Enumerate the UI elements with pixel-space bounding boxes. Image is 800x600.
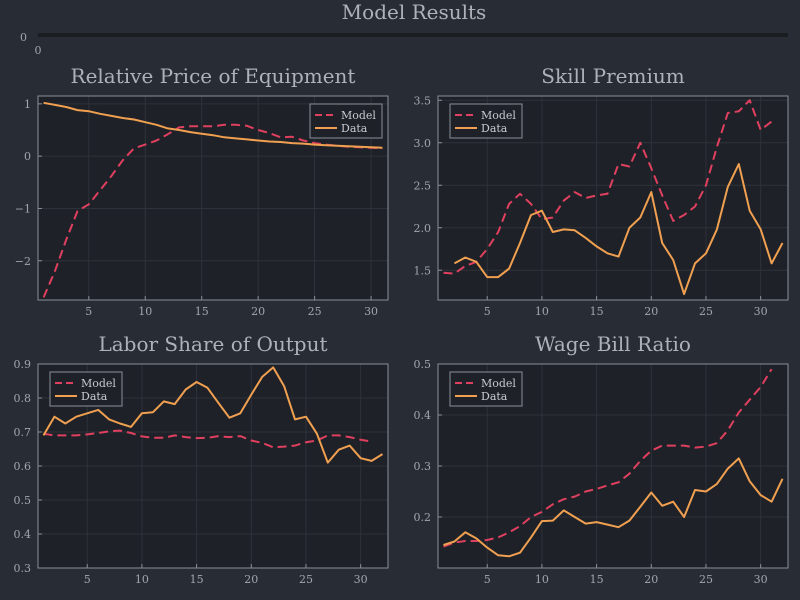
skill-premium-ytick-label: 1.5 (414, 264, 432, 277)
skill-premium-legend-box (449, 103, 523, 139)
relative-price-of-equipment-xtick-label: 20 (251, 305, 265, 318)
relative-price-of-equipment-legend-label-model: Model (341, 109, 376, 122)
wage-bill-ratio-legend-label-model: Model (481, 377, 516, 390)
relative-price-of-equipment-xtick-label: 30 (364, 305, 378, 318)
wage-bill-ratio-xtick-label: 20 (644, 573, 658, 586)
labor-share-of-output-xtick-label: 20 (244, 573, 258, 586)
relative-price-of-equipment-title: Relative Price of Equipment (71, 64, 356, 88)
skill-premium-ytick-label: 3.0 (414, 137, 432, 150)
relative-price-of-equipment-legend-box (309, 103, 383, 139)
skill-premium-xtick-label: 15 (590, 305, 604, 318)
relative-price-of-equipment-series-data-line (43, 101, 383, 149)
labor-share-of-output-xtick-label: 10 (135, 573, 149, 586)
skill-premium-xtick-label: 25 (699, 305, 713, 318)
top-strip: 0 0 (20, 31, 788, 57)
skill-premium-xtick-label: 10 (535, 305, 549, 318)
wage-bill-ratio-ytick-label: 0.3 (414, 460, 432, 473)
labor-share-of-output-frame-border (37, 363, 389, 569)
figure-title: Model Results (342, 0, 487, 24)
labor-share-of-output-legend-label-model: Model (81, 377, 116, 390)
labor-share-of-output-ytick-label: 0.5 (14, 494, 32, 507)
labor-share-of-output-xtick-label: 30 (354, 573, 368, 586)
skill-premium-series-data-line (453, 163, 784, 296)
skill-premium-ytick-label: 3.5 (414, 94, 432, 107)
skill-premium-ytick-label: 2.5 (414, 179, 432, 192)
skill-premium-panel: Skill Premium 5 10 15 20 25 30 1.5 2.0 2.5 3.0 3.5 M… (414, 64, 789, 318)
wage-bill-ratio-panel: Wage Bill Ratio 5 10 15 20 25 30 0.2 0.3 0.4 0.5 Mo… (414, 332, 789, 586)
labor-share-of-output-ytick-label: 0.9 (14, 358, 32, 371)
wage-bill-ratio-ytick-label: 0.5 (414, 358, 432, 371)
labor-share-of-output-xtick-label: 25 (299, 573, 313, 586)
labor-share-of-output-ytick-label: 0.3 (14, 562, 32, 575)
skill-premium-legend-label-model: Model (481, 109, 516, 122)
skill-premium-frame-border (437, 95, 789, 301)
wage-bill-ratio-xtick-label: 15 (590, 573, 604, 586)
labor-share-of-output-title: Labor Share of Output (98, 332, 327, 356)
wage-bill-ratio-xtick-label: 25 (699, 573, 713, 586)
relative-price-of-equipment-xtick-label: 5 (85, 305, 92, 318)
labor-share-of-output-legend-label-data: Data (81, 390, 108, 403)
skill-premium-series-model-line (443, 99, 773, 275)
relative-price-of-equipment-xtick-label: 15 (195, 305, 209, 318)
labor-share-of-output-ytick-label: 0.4 (14, 528, 32, 541)
skill-premium-legend-label-data: Data (481, 122, 508, 135)
labor-share-of-output-ytick-label: 0.8 (14, 392, 32, 405)
wage-bill-ratio-xtick-label: 10 (535, 573, 549, 586)
relative-price-of-equipment-legend-label-data: Data (341, 122, 368, 135)
wage-bill-ratio-xtick-label: 30 (754, 573, 768, 586)
top-strip-xtick: 0 (35, 44, 42, 57)
relative-price-of-equipment-ytick-label: −1 (15, 202, 31, 215)
labor-share-of-output-panel: Labor Share of Output 5 10 15 20 25 30 0.3 0.4 0.… (14, 332, 389, 586)
wage-bill-ratio-legend-box (449, 371, 523, 407)
labor-share-of-output-ytick-label: 0.6 (14, 460, 32, 473)
skill-premium-xtick-label: 20 (644, 305, 658, 318)
relative-price-of-equipment-ytick-label: 0 (24, 150, 31, 163)
relative-price-of-equipment-ytick-label: −2 (15, 255, 31, 268)
skill-premium-xtick-label: 30 (754, 305, 768, 318)
wage-bill-ratio-ytick-label: 0.4 (414, 409, 432, 422)
top-strip-ytick: 0 (20, 31, 27, 44)
top-strip-bar (38, 33, 788, 37)
skill-premium-xtick-label: 5 (484, 305, 491, 318)
wage-bill-ratio-series-data-line (443, 457, 784, 558)
relative-price-of-equipment-frame-border (37, 95, 389, 301)
relative-price-of-equipment-xtick-label: 25 (308, 305, 322, 318)
labor-share-of-output-xtick-label: 15 (190, 573, 204, 586)
wage-bill-ratio-legend-label-data: Data (481, 390, 508, 403)
wage-bill-ratio-series-model-line (443, 368, 773, 548)
labor-share-of-output-xtick-label: 5 (84, 573, 91, 586)
labor-share-of-output-legend-box (49, 371, 123, 407)
wage-bill-ratio-frame-border (437, 363, 789, 569)
wage-bill-ratio-ytick-label: 0.2 (414, 511, 432, 524)
labor-share-of-output-ytick-label: 0.7 (14, 426, 32, 439)
wage-bill-ratio-title: Wage Bill Ratio (535, 332, 691, 356)
relative-price-of-equipment-xtick-label: 10 (138, 305, 152, 318)
wage-bill-ratio-xtick-label: 5 (484, 573, 491, 586)
skill-premium-ytick-label: 2.0 (414, 222, 432, 235)
skill-premium-title: Skill Premium (541, 64, 684, 88)
labor-share-of-output-series-data-line (42, 366, 384, 464)
relative-price-of-equipment-ytick-label: 1 (24, 98, 31, 111)
